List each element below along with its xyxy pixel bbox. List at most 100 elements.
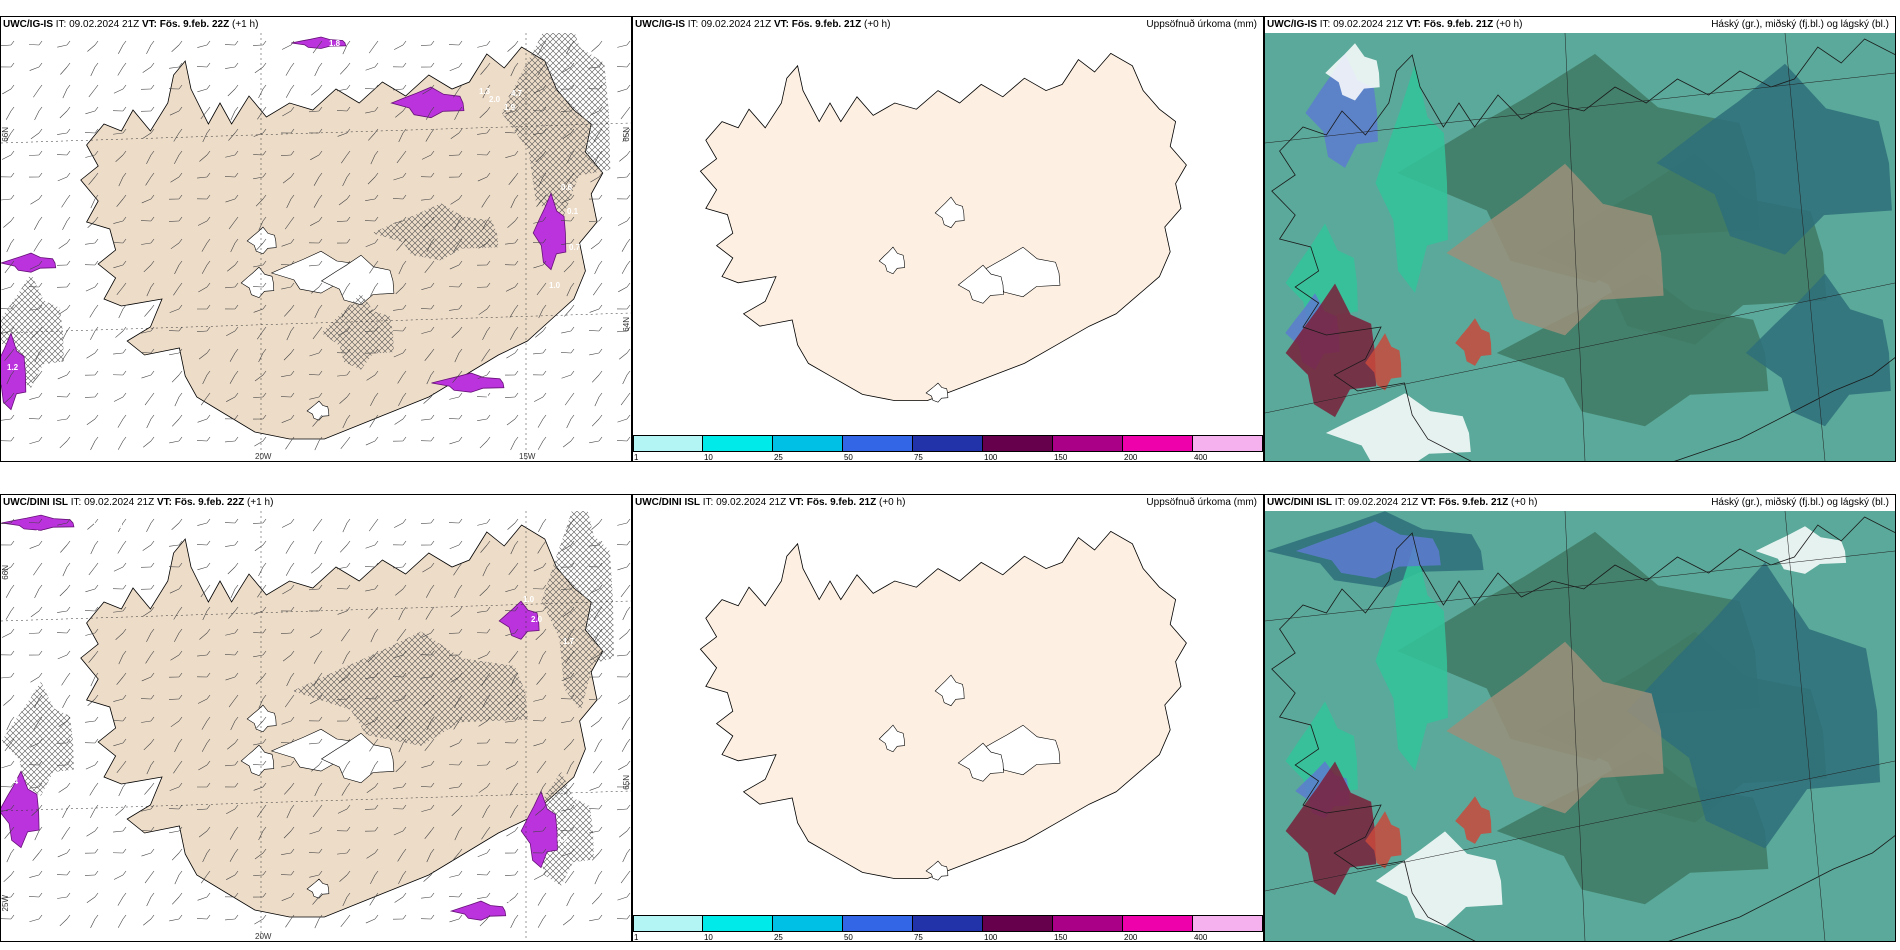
wind-barb: [622, 852, 628, 863]
wind-barb: [308, 852, 320, 854]
wind-barb-flag: [458, 238, 463, 244]
wind-barb-flag: [122, 282, 127, 288]
wind-barb-flag: [486, 804, 491, 810]
wind-barb: [2, 88, 12, 95]
wind-barb-flag: [178, 150, 183, 156]
wind-barb-flag: [542, 84, 547, 90]
wind-barb-flag: [598, 414, 603, 420]
wind-barb: [196, 66, 208, 68]
wind-barb: [174, 396, 180, 407]
value-label: 0.6: [557, 835, 569, 844]
wind-barb-flag: [206, 628, 211, 634]
wind-barb-flag: [458, 84, 463, 90]
wind-barb-flag: [206, 370, 211, 376]
wind-barb-flag: [234, 848, 239, 854]
wind-barb-flag: [346, 370, 351, 376]
wind-barb-flag: [542, 760, 547, 766]
wind-barb-flag: [626, 518, 631, 524]
wind-barb-flag: [430, 606, 435, 612]
wind-barb: [198, 352, 208, 360]
wind-barb-flag: [458, 914, 463, 920]
wind-barb: [366, 308, 376, 315]
wind-barb: [116, 198, 124, 207]
wind-barb-flag: [598, 672, 603, 678]
wind-barb-flag: [66, 892, 71, 898]
wind-barb-flag: [290, 672, 295, 678]
wind-barb: [397, 374, 404, 384]
wind-barb-flag: [10, 870, 15, 876]
wind-barb: [145, 176, 152, 186]
wind-barb: [86, 352, 96, 359]
wind-barb-flag: [150, 128, 155, 134]
wind-barb-flag: [234, 782, 239, 788]
wind-barb-flag: [458, 738, 463, 744]
grid-line: [1784, 511, 1826, 941]
wind-barb-flag: [570, 348, 575, 354]
init-time: IT: 09.02.2024 21Z: [55, 19, 140, 30]
wind-barb-flag: [290, 392, 295, 398]
wind-barb-flag: [234, 540, 239, 546]
wind-barb-flag: [486, 892, 491, 898]
wind-barb: [113, 88, 124, 94]
wind-barb-flag: [122, 694, 127, 700]
wind-barb: [197, 698, 208, 704]
wind-barb-flag: [570, 150, 575, 156]
wind-barb: [141, 808, 152, 812]
wind-barb-flag: [514, 414, 519, 420]
wind-barb: [421, 198, 432, 201]
colorbar-swatch: [1053, 915, 1123, 932]
wind-barb-flag: [514, 150, 519, 156]
wind-barb: [112, 242, 124, 244]
wind-barb: [143, 440, 152, 448]
wind-barb-flag: [38, 326, 43, 332]
wind-barb-flag: [570, 562, 575, 568]
wind-barb-flag: [346, 540, 351, 546]
wind-barb-flag: [514, 782, 519, 788]
wind-barb: [449, 440, 460, 445]
wind-barb: [5, 132, 12, 142]
wind-barb: [591, 374, 600, 383]
wind-barb: [199, 632, 208, 640]
wind-barb-flag: [486, 304, 491, 310]
cloud-layer: [1375, 831, 1503, 927]
precip-colorbar: 1 10 25 50 75 100 150 200 400: [633, 915, 1263, 941]
wind-barb: [449, 396, 460, 400]
wind-barb: [339, 66, 348, 75]
wind-barb-flag: [542, 672, 547, 678]
iceland-coastline: [1271, 38, 1895, 461]
wind-barb-flag: [206, 282, 211, 288]
wind-barb-flag: [10, 106, 15, 112]
wind-barb: [393, 352, 404, 358]
wind-barb: [32, 374, 40, 383]
wind-barb: [90, 808, 96, 818]
wind-barb: [286, 330, 292, 341]
wind-barb: [309, 396, 320, 400]
wind-barb-flag: [122, 304, 127, 310]
wind-barb: [58, 786, 68, 793]
wind-barb-flag: [542, 216, 547, 222]
wind-barb-flag: [150, 518, 155, 524]
wind-barb: [312, 896, 320, 905]
wind-barb: [505, 764, 516, 770]
wind-barb: [449, 544, 460, 550]
colorbar-tick: 200: [1124, 453, 1138, 462]
wind-barb: [591, 852, 600, 861]
wind-barb-flag: [94, 694, 99, 700]
precip-map-svg: [633, 33, 1263, 433]
wind-barb: [425, 610, 432, 620]
wind-barb: [258, 830, 264, 841]
wind-barb: [396, 154, 404, 164]
wind-barb-flag: [318, 40, 323, 46]
wind-barb: [616, 544, 628, 546]
wind-barb-flag: [570, 216, 575, 222]
wind-barb-flag: [598, 738, 603, 744]
colorbar-tick: 75: [913, 453, 923, 462]
wind-barb-flag: [458, 194, 463, 200]
wind-barb: [142, 132, 152, 139]
lead-time: (+0 h): [1511, 497, 1538, 508]
wind-barb-flag: [150, 326, 155, 332]
wind-barb: [115, 330, 124, 338]
wind-barb-flag: [486, 760, 491, 766]
wind-barb: [561, 330, 572, 334]
wind-barb: [61, 830, 68, 840]
